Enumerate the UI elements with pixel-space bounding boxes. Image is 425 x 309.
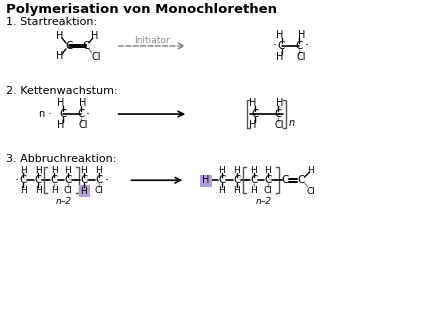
Text: Cl: Cl	[263, 186, 272, 195]
Text: C: C	[64, 175, 72, 185]
Text: H: H	[57, 31, 64, 41]
Text: H: H	[80, 187, 87, 196]
Text: C: C	[34, 175, 42, 185]
Text: H: H	[276, 30, 283, 40]
Text: H: H	[233, 186, 240, 195]
Text: C: C	[298, 175, 305, 185]
Text: n–2: n–2	[256, 197, 272, 206]
Text: C: C	[20, 175, 27, 185]
Text: Cl: Cl	[63, 186, 72, 195]
Text: C: C	[80, 175, 88, 185]
Text: n–2: n–2	[56, 197, 72, 206]
Text: C: C	[95, 175, 102, 185]
Bar	[79, 185, 90, 197]
Text: C: C	[65, 41, 73, 51]
Text: C: C	[250, 175, 258, 185]
Text: C: C	[218, 175, 226, 185]
Text: ·: ·	[105, 174, 109, 187]
Text: H: H	[35, 166, 42, 175]
Text: H: H	[20, 186, 27, 195]
Text: H: H	[202, 175, 210, 185]
Text: Cl: Cl	[94, 186, 103, 195]
Text: 1. Startreaktion:: 1. Startreaktion:	[6, 17, 97, 27]
Text: H: H	[276, 98, 283, 108]
Text: Cl: Cl	[78, 120, 88, 130]
Text: Cl: Cl	[297, 52, 306, 62]
Text: H: H	[249, 98, 256, 108]
Text: H: H	[250, 186, 257, 195]
Text: C: C	[296, 41, 303, 51]
Text: H: H	[218, 186, 225, 195]
Text: C: C	[77, 109, 85, 119]
Text: C: C	[282, 175, 289, 185]
Text: C: C	[60, 109, 67, 119]
Text: Cl: Cl	[91, 52, 101, 62]
Text: H: H	[20, 166, 27, 175]
Text: H: H	[57, 98, 65, 108]
Text: C: C	[278, 41, 285, 51]
Text: H: H	[95, 166, 102, 175]
Text: 2. Kettenwachstum:: 2. Kettenwachstum:	[6, 87, 118, 96]
Text: n ·: n ·	[39, 109, 51, 119]
Text: H: H	[307, 166, 314, 175]
Text: H: H	[51, 166, 57, 175]
Text: C: C	[50, 175, 58, 185]
Text: H: H	[276, 52, 283, 62]
Text: Cl: Cl	[275, 120, 284, 130]
Text: n: n	[289, 118, 295, 128]
Text: Polymerisation von Monochlorethen: Polymerisation von Monochlorethen	[6, 3, 278, 16]
Text: H: H	[233, 166, 240, 175]
Text: 3. Abbruchreaktion:: 3. Abbruchreaktion:	[6, 154, 117, 163]
Text: H: H	[57, 51, 64, 61]
Text: ·: ·	[14, 174, 18, 187]
Text: H: H	[35, 186, 42, 195]
Text: ·: ·	[304, 40, 309, 53]
Bar	[200, 175, 212, 187]
Text: ·: ·	[86, 108, 90, 121]
Text: C: C	[233, 175, 241, 185]
Text: H: H	[250, 166, 257, 175]
Text: H: H	[51, 186, 57, 195]
Text: Cl: Cl	[307, 187, 316, 196]
Text: H: H	[65, 166, 71, 175]
Text: H: H	[80, 166, 87, 175]
Text: H: H	[218, 166, 225, 175]
Text: H: H	[298, 30, 305, 40]
Text: Initiator: Initiator	[135, 36, 170, 44]
Text: C: C	[264, 175, 271, 185]
Text: C: C	[82, 41, 90, 51]
Text: H: H	[264, 166, 271, 175]
Text: H: H	[79, 98, 87, 108]
Text: H: H	[91, 31, 99, 41]
Text: C: C	[274, 109, 281, 119]
Text: C: C	[251, 109, 258, 119]
Text: H: H	[249, 120, 256, 130]
Text: ·: ·	[272, 40, 277, 53]
Text: H: H	[57, 120, 65, 130]
